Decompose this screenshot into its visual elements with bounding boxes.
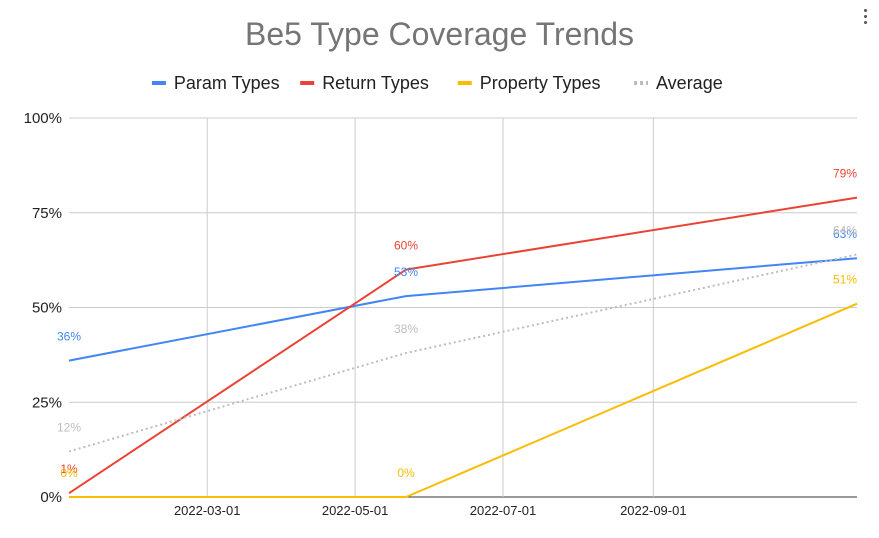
legend-label: Average [656,73,723,93]
y-tick-label: 0% [40,489,62,506]
data-label: 38% [394,322,418,336]
y-tick-label: 25% [32,394,62,411]
data-label: 79% [833,167,857,181]
data-label: 60% [394,239,418,253]
data-label: 0% [397,466,415,480]
data-label: 12% [57,421,81,435]
series-line-property-types [69,302,858,498]
x-tick-label: 2022-03-01 [174,503,241,518]
x-tick-label: 2022-09-01 [620,503,687,518]
data-label: 64% [833,223,857,237]
data-label: 53% [394,265,418,279]
series-line-return-types [68,196,858,495]
y-tick-label: 75% [32,205,62,222]
data-label: 63% [833,227,857,241]
menu-dot [863,14,867,18]
menu-dot [863,8,867,12]
legend-label: Property Types [480,73,601,93]
chart-title: Be5 Type Coverage Trends [245,16,634,52]
legend-label: Param Types [174,73,280,93]
more-options-icon[interactable] [857,6,873,26]
x-tick-label: 2022-07-01 [470,503,537,518]
data-label: 1% [60,462,78,476]
legend-label: Return Types [322,73,429,93]
data-label: 0% [60,466,78,480]
menu-dot [863,20,867,24]
series-line-param-types [68,257,858,362]
data-label: 51% [833,273,857,287]
series-line-average [68,253,858,453]
data-label: 36% [57,330,81,344]
x-tick-label: 2022-05-01 [322,503,389,518]
y-tick-label: 50% [32,300,62,317]
y-tick-label: 100% [24,110,62,127]
